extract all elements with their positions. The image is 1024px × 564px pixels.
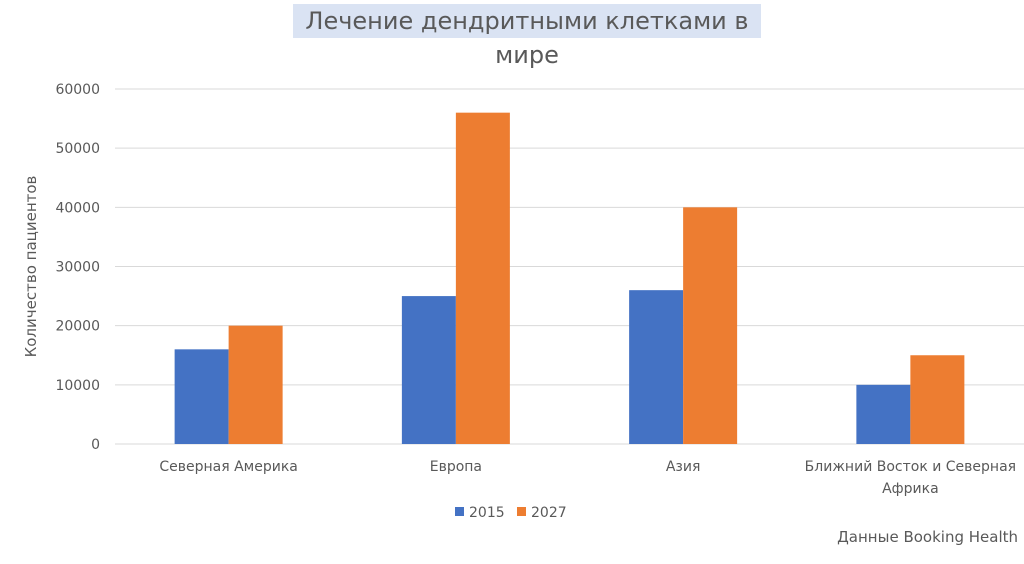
y-tick-label: 40000 [55, 200, 100, 216]
bar-2027 [683, 207, 738, 444]
x-tick-label: Азия [666, 459, 701, 475]
legend-swatch-2027 [517, 507, 526, 516]
bar-2027 [228, 325, 283, 444]
bar-2015 [401, 296, 456, 444]
x-tick-label: Северная Америка [159, 459, 298, 475]
legend-swatch-2015 [455, 507, 464, 516]
source-note: Данные Booking Health [837, 528, 1018, 546]
y-axis-label: Количество пациентов [22, 176, 40, 358]
y-tick-label: 60000 [55, 82, 100, 98]
y-tick-label: 10000 [55, 378, 100, 394]
bar-2027 [910, 355, 965, 444]
y-tick-label: 30000 [55, 260, 100, 276]
y-tick-label: 20000 [55, 319, 100, 335]
bar-2015 [856, 384, 911, 444]
x-tick-label: Европа [430, 459, 482, 475]
legend-label: 2027 [531, 505, 567, 521]
x-tick-label: Африка [882, 481, 939, 497]
bar-2015 [174, 349, 229, 444]
bar-2027 [455, 112, 510, 445]
chart-title: Лечение дендритными клетками в мире [293, 4, 761, 69]
legend-label: 2015 [469, 505, 505, 521]
y-tick-label: 0 [91, 437, 100, 453]
x-tick-label: Ближний Восток и Северная [805, 459, 1016, 475]
y-tick-label: 50000 [55, 141, 100, 157]
bar-2015 [629, 290, 684, 444]
